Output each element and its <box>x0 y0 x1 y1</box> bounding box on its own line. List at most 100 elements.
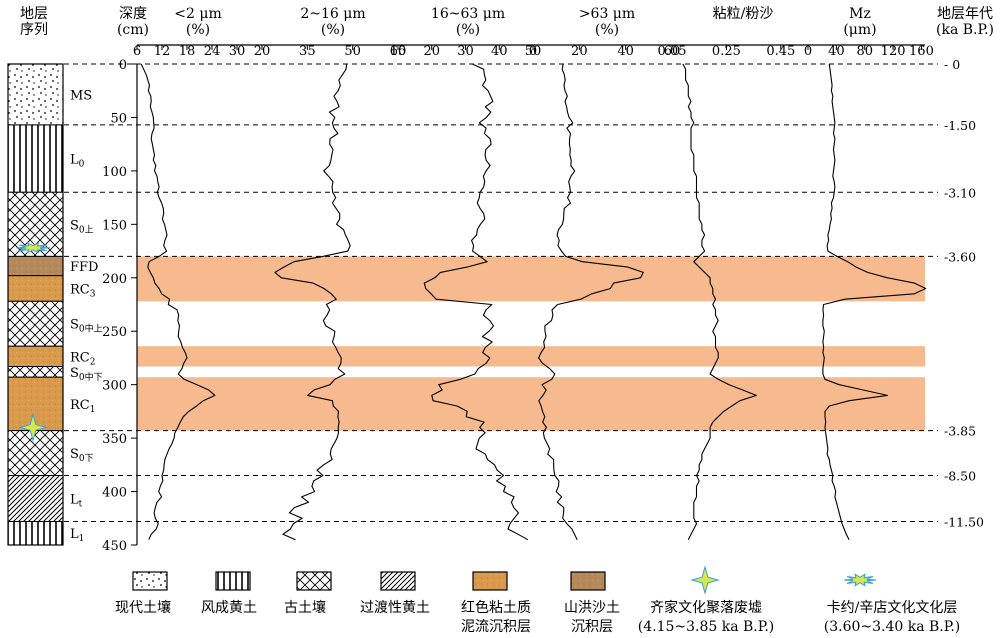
panel-2-tick-label-0: 10 <box>390 44 407 59</box>
legend-label-2: 古土壤 <box>284 599 326 616</box>
panel-1: 20 35 50 65 <box>254 44 406 541</box>
stratum-11 <box>7 520 64 546</box>
panel-2-tick-label-4: 50 <box>525 44 542 59</box>
panel-1-tick-label-0: 20 <box>254 44 271 59</box>
legend-swatch-5 <box>570 571 606 591</box>
panel-4: 0.05 0.25 0.45 <box>658 44 808 540</box>
panel-5-unit: (μm) <box>843 22 876 38</box>
depth-tick-label-5: 250 <box>102 325 127 340</box>
age-label-4: -3.85 <box>944 424 976 439</box>
depth-tick-label-6: 300 <box>102 379 127 394</box>
marker-burst-0 <box>15 242 51 254</box>
depth-tick-label-1: 50 <box>110 111 127 126</box>
horizon-lines <box>64 63 938 522</box>
age-labels: - 0 -1.50 -3.10 -3.60 -3.85 -8.50 -11.50 <box>944 57 984 529</box>
legend-label-5: 山洪沙土 <box>564 600 620 616</box>
stratum-label-1: L0 <box>70 153 85 170</box>
stratum-label-5: S0中上 <box>70 318 103 335</box>
panel-2: 10 20 30 40 50 <box>390 44 542 541</box>
stratum-10 <box>7 475 64 522</box>
legend-item-1: 风成黄土 <box>201 571 257 616</box>
depth-tick-label-0: 0 <box>119 58 127 73</box>
stratum-0 <box>7 63 64 126</box>
panel-5-tick-label-4: 160 <box>909 44 934 59</box>
strat-col-title-1: 地层 <box>20 6 48 22</box>
artifact-markers <box>15 242 51 443</box>
age-label-6: -11.50 <box>944 514 984 529</box>
stratum-label-10: Lt <box>70 493 83 510</box>
panel-0-title: <2 μm <box>174 6 221 22</box>
stratum-label-7: S0中下 <box>70 366 103 383</box>
panel-5-tick-label-1: 40 <box>828 44 845 59</box>
stratum-7 <box>7 365 64 378</box>
depth-col-title-1: 深度 <box>119 6 147 22</box>
depth-tick-label-3: 150 <box>102 218 127 233</box>
age-col-title-1: 地层年代 <box>937 6 993 22</box>
panel-0-tick-label-3: 24 <box>204 44 221 59</box>
depth-col-title-2: (cm) <box>117 22 149 38</box>
panel-1-title: 2~16 μm <box>300 6 365 22</box>
legend-sublabel-5: 沉积层 <box>571 619 613 635</box>
panel-2-tick-label-1: 20 <box>423 44 440 59</box>
marker-star-1 <box>18 412 48 443</box>
panel-4-tick-label-2: 0.45 <box>766 44 795 59</box>
legend-swatch-0 <box>132 571 168 591</box>
highlight-band-2 <box>137 377 925 431</box>
panel-3-tick-label-1: 20 <box>571 44 588 59</box>
panel-5-tick-label-0: 0 <box>804 44 812 59</box>
stratum-label-3: FFD <box>70 260 98 275</box>
stratum-5 <box>7 300 64 347</box>
legend-item-6: 齐家文化聚落废墟 (4.15~3.85 ka B.P.) <box>638 565 774 635</box>
legend: 现代土壤 风成黄土 古土壤 过渡性黄土 红色粘土质泥流沉积层山洪沙土沉积层齐家文化聚落废… <box>115 565 960 635</box>
legend-burst-icon <box>843 573 877 587</box>
legend-swatch-4 <box>472 571 508 591</box>
legend-label-1: 风成黄土 <box>201 599 257 616</box>
legend-label-6: 齐家文化聚落废墟 <box>650 599 762 616</box>
series-line-1 <box>274 63 351 541</box>
legend-label-0: 现代土壤 <box>115 599 171 616</box>
legend-swatch-2 <box>296 571 332 591</box>
panel-0-tick-label-2: 18 <box>179 44 196 59</box>
highlight-bands <box>137 256 925 431</box>
panel-5: 0 40 80 120 160 <box>804 44 934 540</box>
panel-0-tick-label-4: 30 <box>229 44 246 59</box>
strat-column-frame <box>7 63 64 546</box>
stratum-label-11: L1 <box>70 527 84 544</box>
series-line-5 <box>822 63 927 540</box>
stratum-6 <box>7 345 64 367</box>
panel-4-tick-label-0: 0.05 <box>658 44 687 59</box>
panel-3-tick-label-3: 60 <box>664 44 681 59</box>
depth-axis: 0 50 100 150 200 250 300 350 400 450 <box>102 58 138 554</box>
panel-5-tick-label-2: 80 <box>856 44 873 59</box>
age-label-3: -3.60 <box>944 249 976 264</box>
panel-3-tick-label-0: 0 <box>529 44 537 59</box>
panel-5-title: Mz <box>849 6 871 22</box>
stratum-3 <box>7 255 64 277</box>
stratum-label-0: MS <box>70 88 92 103</box>
legend-swatch-3 <box>380 571 416 591</box>
panel-3-title: >63 μm <box>579 6 635 22</box>
legend-item-2: 古土壤 <box>284 571 332 616</box>
stratum-1 <box>7 124 64 193</box>
legend-label-3: 过渡性黄土 <box>360 599 430 616</box>
strat-col-title-2: 序列 <box>20 22 48 38</box>
legend-item-0: 现代土壤 <box>115 571 171 616</box>
panel-2-title: 16~63 μm <box>431 6 505 22</box>
highlight-band-0 <box>137 256 925 302</box>
panel-2-tick-label-2: 30 <box>457 44 474 59</box>
age-label-1: -1.50 <box>944 118 976 133</box>
legend-item-7: 卡约/辛店文化文化层 (3.60~3.40 ka B.P.) <box>824 573 960 635</box>
age-col-title-2: (ka B.P.) <box>936 22 994 38</box>
depth-tick-label-2: 100 <box>102 165 127 180</box>
panel-1-tick-label-1: 35 <box>299 44 316 59</box>
age-label-2: -3.10 <box>944 185 976 200</box>
depth-tick-label-8: 400 <box>102 486 127 501</box>
legend-label-4: 红色粘土质 <box>461 599 531 616</box>
series-line-2 <box>423 63 529 541</box>
legend-sublabel-4: 泥流沉积层 <box>461 619 531 635</box>
panel-1-tick-label-2: 50 <box>344 44 361 59</box>
